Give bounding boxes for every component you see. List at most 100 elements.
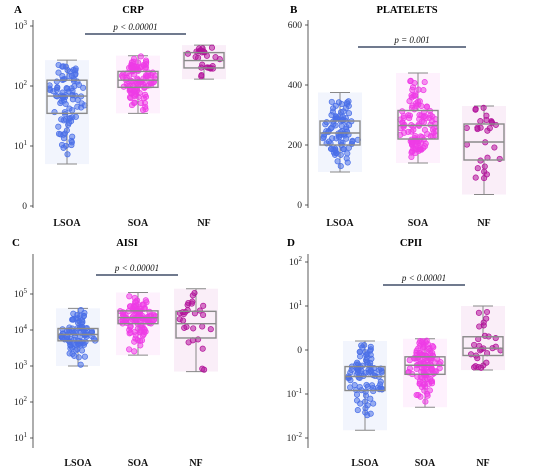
panel-a-point-lsoa <box>62 111 69 118</box>
panel-a-point-lsoa <box>62 100 69 108</box>
panel-b-point-nf <box>477 118 484 125</box>
panel-d-box-nf <box>462 336 504 357</box>
panel-a-point-soa <box>130 62 137 69</box>
panel-b-point-soa <box>415 101 422 108</box>
panel-d-point-lsoa <box>367 346 374 353</box>
panel-c-point-lsoa <box>72 347 79 354</box>
panel-d-point-lsoa <box>362 405 369 412</box>
panel-d-y-tick-label: 10-1 <box>287 387 303 400</box>
panel-b-point-soa <box>405 128 412 135</box>
panel-b-point-lsoa <box>343 155 350 162</box>
panel-b-point-lsoa <box>344 99 351 106</box>
panel-d-letter: D <box>287 237 295 249</box>
panel-b-y-tick-label: 600 <box>288 21 303 31</box>
panel-b-point-soa <box>417 133 424 140</box>
panel-d-point-soa <box>406 365 413 372</box>
panel-c-point-nf <box>191 289 198 297</box>
panel-d-point-nf <box>483 308 491 316</box>
panel-a-point-soa <box>131 99 138 106</box>
panel-b-point-nf <box>486 125 493 132</box>
panel-d-point-nf <box>475 363 482 371</box>
panel-b-point-soa <box>421 79 428 86</box>
panel-b-point-nf <box>483 112 490 119</box>
panel-b-point-soa <box>406 112 414 119</box>
panel-c-point-nf <box>200 311 207 319</box>
panel-a-point-lsoa <box>54 84 61 92</box>
panel-a-y-tick-label: 103 <box>14 19 28 32</box>
panel-b-point-nf <box>496 155 503 162</box>
panel-c-point-nf <box>207 326 214 333</box>
panel-c-point-soa <box>126 303 134 310</box>
panel-a-y-tick-label: 101 <box>14 139 28 152</box>
panel-a-point-soa <box>145 69 152 76</box>
panel-a-letter: A <box>14 4 22 16</box>
panel-c-point-nf <box>184 307 191 314</box>
panel-a-point-lsoa <box>57 100 64 107</box>
panel-d-point-lsoa <box>364 351 371 358</box>
panel-c-point-soa <box>150 317 157 324</box>
panel-d-point-lsoa <box>348 366 355 374</box>
panel-b-point-soa <box>400 112 407 120</box>
panel-b-point-lsoa <box>338 101 345 108</box>
panel-b-point-lsoa <box>333 135 340 142</box>
panel-a-point-nf <box>184 50 191 57</box>
panel-d-point-nf <box>476 323 483 330</box>
panel-b-point-soa <box>409 139 416 147</box>
panel-a-point-lsoa <box>68 118 75 125</box>
panel-d-point-nf <box>471 341 478 348</box>
panel-b-point-lsoa <box>337 151 344 158</box>
panel-d-x-label-nf: NF <box>476 458 489 469</box>
panel-d-point-lsoa <box>377 378 384 385</box>
panel-b-point-soa <box>408 153 415 161</box>
panel-d: D CPII 10-2 10-1 0 101 102 LSOA SOA NF p < 0.000… <box>287 237 505 469</box>
panel-a-point-lsoa <box>69 133 76 140</box>
panel-b-point-lsoa <box>327 125 334 132</box>
panel-c-point-nf <box>185 299 192 307</box>
panel-b-point-soa <box>410 92 417 100</box>
panel-b-point-soa <box>409 84 417 91</box>
panel-b-point-nf <box>474 165 481 172</box>
panel-d-point-soa <box>416 380 423 387</box>
panel-b: B PLATELETS 0 200 400 600 LSOA SOA NF p = 0.001 <box>288 4 506 229</box>
panel-b-y-tick-label: 0 <box>297 201 302 211</box>
panel-a-point-lsoa <box>80 84 87 91</box>
panel-a-box-lsoa <box>46 79 88 115</box>
panel-b-point-nf <box>481 163 488 170</box>
panel-d-point-lsoa <box>362 388 369 395</box>
panel-c-point-soa <box>126 293 133 300</box>
panel-c-point-nf <box>201 366 208 373</box>
panel-b-x-label-nf: NF <box>477 218 490 229</box>
panel-b-point-lsoa <box>330 121 337 128</box>
panel-d-point-soa <box>413 365 420 372</box>
panel-d-point-soa <box>424 392 431 399</box>
panel-c-y-tick-label: 105 <box>14 287 28 300</box>
panel-c-y-tick-label: 102 <box>14 395 28 408</box>
panel-a-point-soa <box>139 106 147 114</box>
panel-c-x-label-lsoa: LSOA <box>64 458 92 469</box>
panel-b-point-lsoa <box>328 98 335 105</box>
panel-b-x-label-soa: SOA <box>408 218 429 229</box>
panel-b-point-lsoa <box>337 139 344 146</box>
panel-c-point-soa <box>131 348 138 355</box>
panel-a-point-lsoa <box>59 89 66 96</box>
panel-c-point-nf <box>196 307 203 314</box>
panel-d-point-soa <box>416 339 423 347</box>
panel-b-point-nf <box>491 144 498 151</box>
panel-b-point-nf <box>474 126 481 133</box>
panel-d-point-soa <box>429 343 436 350</box>
panel-d-point-lsoa <box>362 398 369 405</box>
panel-a-y-tick-label: 0 <box>22 202 27 212</box>
panel-d-box-lsoa <box>344 365 386 392</box>
panel-c-point-lsoa <box>78 347 86 354</box>
panel-a-title: CRP <box>122 5 144 16</box>
panel-b-point-nf <box>472 174 479 181</box>
panel-c-point-soa <box>141 328 148 335</box>
panel-d-point-lsoa <box>356 383 363 391</box>
panel-b-y-tick-label: 200 <box>288 141 303 151</box>
panel-a-point-lsoa <box>66 105 73 112</box>
panel-d-x-label-lsoa: LSOA <box>351 458 379 469</box>
panel-d-point-lsoa <box>354 407 361 414</box>
panel-b-point-lsoa <box>349 138 356 145</box>
panel-b-point-soa <box>412 150 419 157</box>
